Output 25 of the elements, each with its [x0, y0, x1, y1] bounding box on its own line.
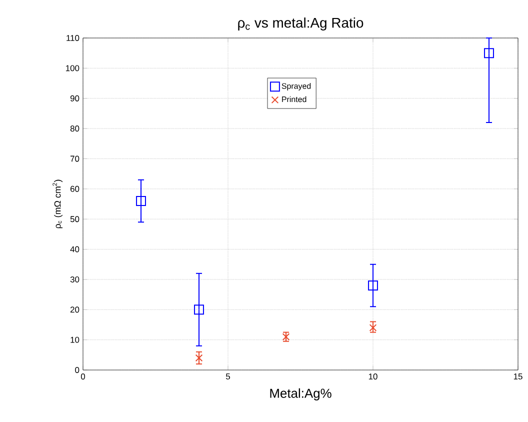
x-tick-label: 5: [226, 374, 230, 380]
y-tick-label: 80: [70, 126, 80, 132]
y-tick-label: 20: [70, 306, 80, 313]
y-tick-label: 100: [66, 65, 80, 72]
y-tick-label: 50: [70, 216, 80, 222]
y-tick-label: 110: [66, 35, 80, 41]
y-tick-label: 60: [70, 186, 80, 192]
y-tick-label: 10: [70, 336, 80, 343]
y-tick-label: 30: [70, 276, 80, 282]
point: [195, 354, 203, 362]
point: [136, 196, 146, 206]
x-tick-label: 15: [514, 374, 522, 380]
y-tick-label: 40: [70, 246, 80, 252]
point: [369, 324, 377, 332]
point: [194, 304, 204, 315]
point: [484, 48, 494, 58]
y-tick-label: 0: [75, 367, 80, 373]
y-tick-label: 90: [70, 95, 80, 102]
x-axis-title: Metal:Ag%: [270, 388, 332, 400]
y-axis-title: ρ$_{c}$ (mΩ cm$^{2}$): [52, 180, 62, 228]
x-tick-label: 10: [368, 374, 378, 380]
x-tick-label: 0: [80, 374, 86, 380]
y-tick-label: 70: [70, 156, 80, 162]
point: [368, 280, 378, 290]
chart-title: ρ$_{c}$ vs metal:Ag Ratio: [238, 17, 364, 30]
